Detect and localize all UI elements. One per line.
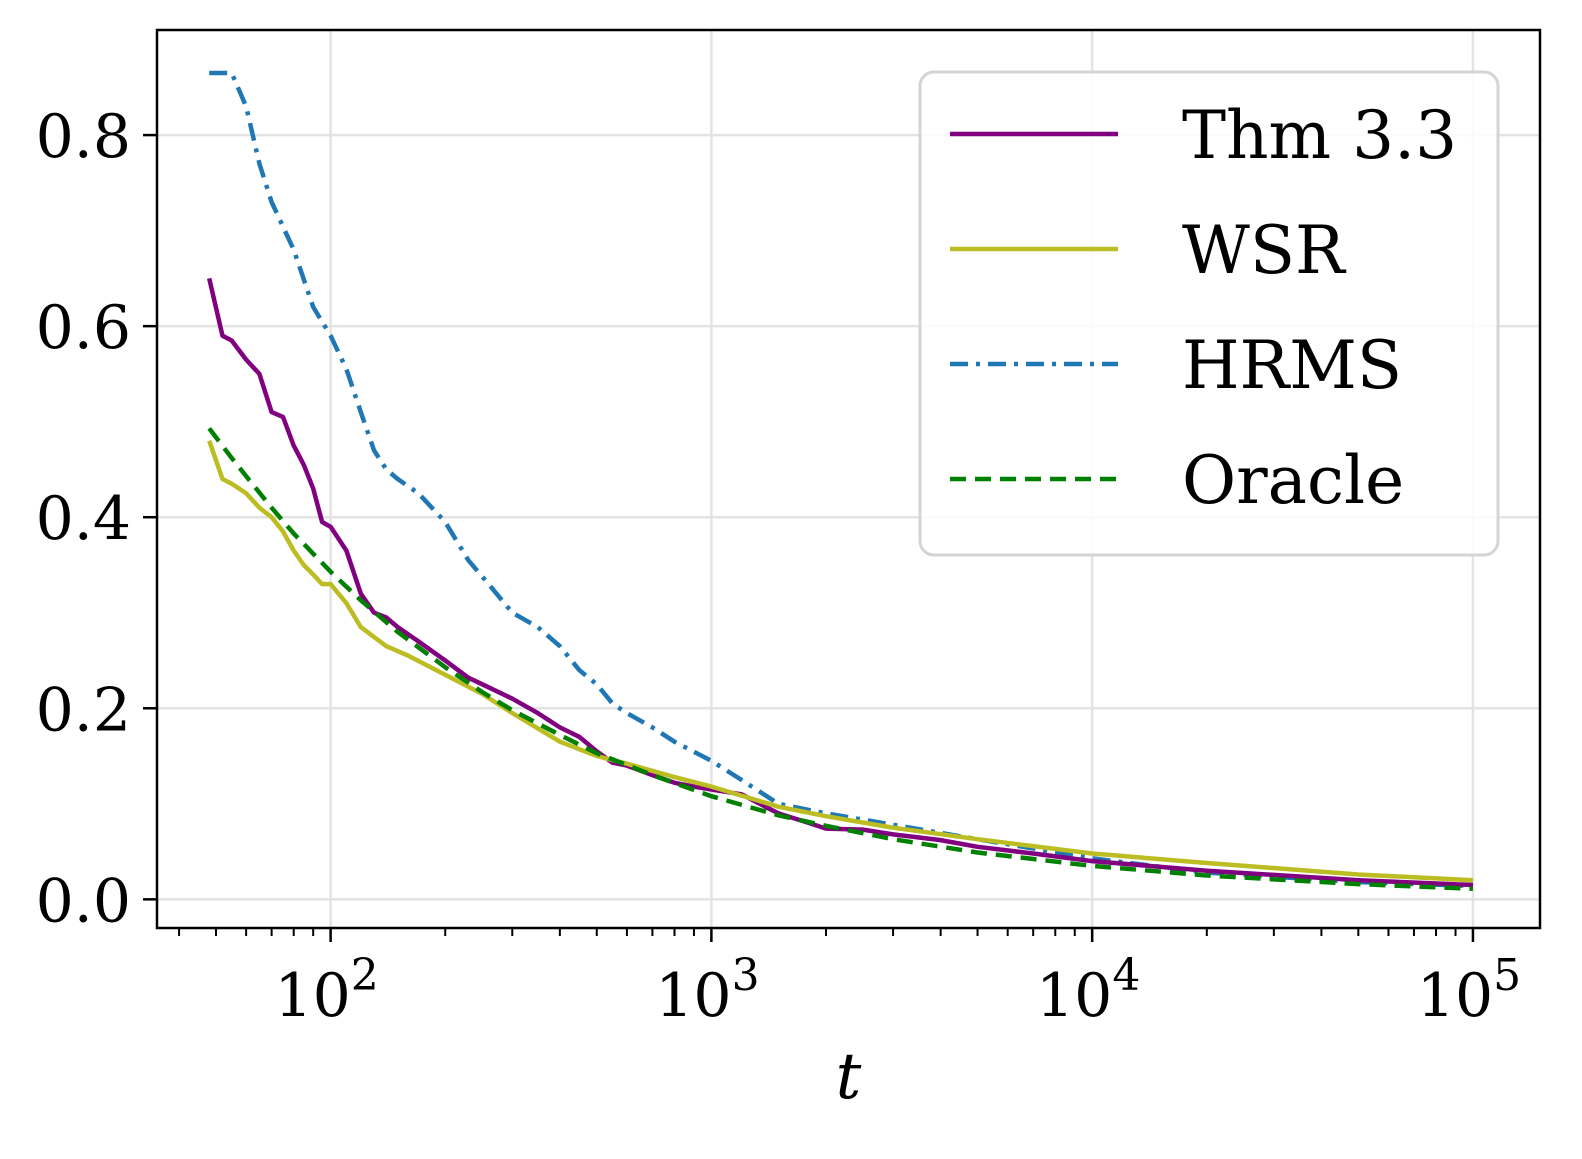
y-tick-label: 0.0 [36, 866, 131, 936]
series-line-thm-3-3 [207, 277, 1473, 888]
x-tick-label: 105 [1417, 950, 1521, 1031]
legend-label: Thm 3.3 [1182, 97, 1457, 174]
y-tick-label: 0.2 [36, 675, 131, 745]
x-tick-label: 103 [655, 950, 759, 1031]
x-tick-label: 104 [1036, 950, 1140, 1031]
y-tick-label: 0.8 [36, 102, 131, 172]
legend-label: HRMS [1182, 327, 1402, 404]
x-tick-label: 102 [274, 950, 378, 1031]
x-axis-label: t [836, 1040, 862, 1114]
plot-lines [207, 70, 1474, 892]
series-line-wsr [207, 440, 1474, 883]
y-tick-label: 0.4 [36, 484, 131, 554]
y-tick-label: 0.6 [36, 293, 131, 363]
series-line-hrms [209, 70, 1473, 889]
legend: Thm 3.3 WSR HRMS Oracle [918, 70, 1500, 557]
legend-box [918, 70, 1500, 557]
x-axis: 102 103 104 105 [178, 928, 1521, 1031]
legend-label: Oracle [1182, 442, 1404, 519]
y-axis: 0.0 0.2 0.4 0.6 0.8 [36, 102, 157, 936]
plot-frame [155, 28, 1542, 930]
legend-label: WSR [1182, 212, 1347, 289]
